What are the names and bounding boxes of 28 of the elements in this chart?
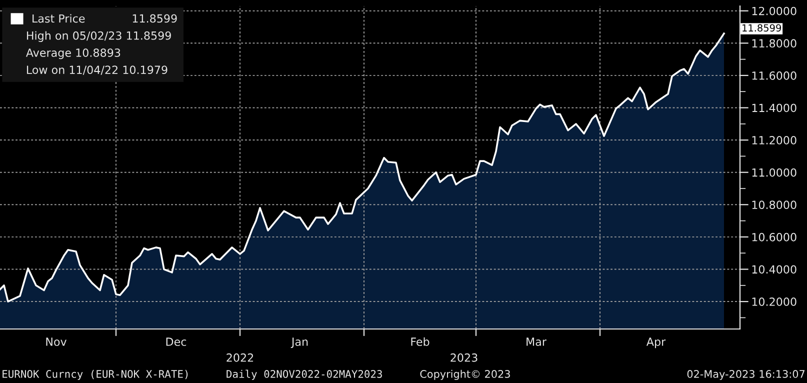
text: 2022 xyxy=(226,353,254,362)
text: EURNOK Curncy (EUR-NOK X-RATE) xyxy=(2,370,188,380)
x-tick-label: Dec xyxy=(166,338,186,346)
y-tick-label: 12.0000 xyxy=(752,6,796,16)
x-tick-label: Mar xyxy=(526,338,546,346)
annotation: 11.8599 xyxy=(742,24,781,32)
y-tick-label: 11.8000 xyxy=(752,39,796,48)
annotation: 11.8599 xyxy=(132,14,177,23)
annotation: Average 10.8893 xyxy=(26,48,120,60)
y-tick-label: 10.6000 xyxy=(752,232,796,242)
text: 2023 xyxy=(450,353,478,362)
y-tick-label: 10.8000 xyxy=(752,200,796,210)
legend-label: Last Price xyxy=(32,14,85,23)
x-tick-label: Feb xyxy=(411,337,430,346)
y-tick-label: 11.2000 xyxy=(752,136,796,144)
y-tick-label: 11.0000 xyxy=(752,168,796,177)
annotation: Low on 11/04/22 10.1979 xyxy=(26,66,168,75)
annotation: High on 05/02/23 11.8599 xyxy=(26,31,171,42)
text: Copyright© 2023 xyxy=(420,370,510,380)
y-tick-label: 11.6000 xyxy=(752,71,796,80)
y-tick-label: 11.4000 xyxy=(752,104,796,112)
x-tick-label: Jan xyxy=(290,338,308,348)
text: 02-May-2023 16:13:07 xyxy=(687,370,804,380)
text: Daily 02NOV2022-02MAY2023 xyxy=(226,370,382,380)
x-tick-label: Apr xyxy=(646,338,666,348)
x-tick-label: Nov xyxy=(46,338,67,346)
y-tick-label: 10.2000 xyxy=(752,298,796,306)
y-tick-label: 10.4000 xyxy=(752,265,796,274)
